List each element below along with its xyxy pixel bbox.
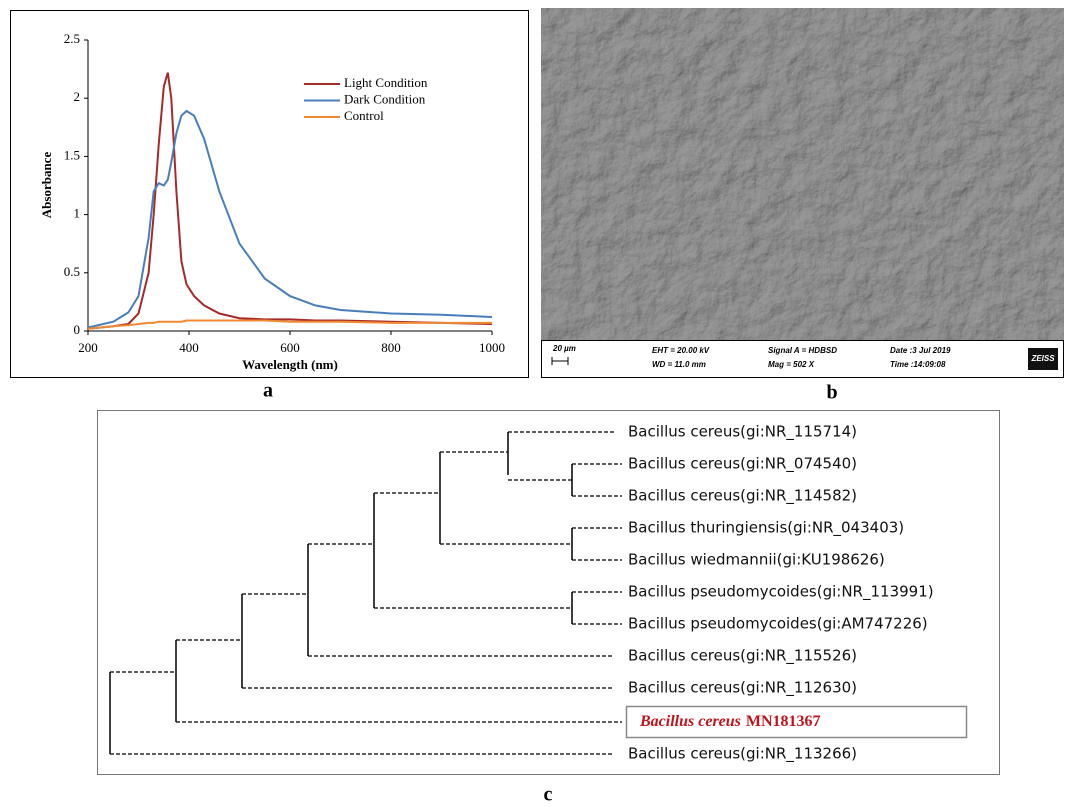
leaf-label: Bacillus thuringiensis(gi:NR_043403)	[628, 519, 904, 538]
logo-box	[1028, 348, 1058, 370]
legend-label: Light Condition	[344, 75, 428, 90]
highlight-box	[625, 705, 968, 739]
data-line	[87, 72, 493, 330]
y-axis-label: Absorbance	[39, 152, 54, 219]
x-tick-label: 600	[280, 340, 300, 355]
panel-label: a	[263, 380, 273, 402]
sem-info-bar	[541, 340, 1064, 378]
leaf-label: Bacillus cereus(gi:NR_113266)	[628, 745, 857, 764]
sem-time: Time :14:09:08	[890, 360, 946, 369]
y-tick-label: 0	[74, 322, 81, 337]
y-tick-label: 1.5	[64, 147, 80, 162]
data-line	[87, 319, 492, 330]
sem-date: Date :3 Jul 2019	[890, 346, 951, 355]
sem-eht: EHT = 20.00 kV	[652, 346, 710, 355]
x-tick-label: 1000	[479, 340, 505, 355]
sem-signal: Signal A = HDBSD	[768, 346, 837, 355]
leaf-label: Bacillus pseudomycoides(gi:NR_113991)	[628, 583, 934, 602]
legend-label: Dark Condition	[344, 91, 426, 106]
panel-label: b	[826, 382, 837, 404]
leaf-label: Bacillus cereus(gi:NR_074540)	[628, 455, 857, 474]
leaf-label: Bacillus cereus(gi:NR_114582)	[628, 487, 857, 506]
sem-brand: ZEISS	[1030, 354, 1055, 363]
species: Bacillus cereus	[639, 713, 741, 730]
sem-wd: WD = 11.0 mm	[652, 360, 706, 369]
x-axis-label: Wavelength (nm)	[242, 357, 338, 372]
sem-micrograph	[541, 8, 1064, 340]
query-label: Bacillus cereus MN181367	[639, 713, 821, 730]
y-tick-label: 2	[74, 89, 81, 104]
leaf-label: Bacillus cereus(gi:NR_115714)	[628, 423, 857, 442]
panel-a-frame	[10, 10, 529, 378]
sem-scale: 20 µm	[552, 344, 576, 353]
panel-label: c	[544, 784, 553, 806]
accession: MN181367	[746, 713, 821, 730]
leaf-label: Bacillus pseudomycoides(gi:AM747226)	[628, 615, 928, 633]
leaf-label: Bacillus cereus(gi:NR_115526)	[628, 647, 857, 666]
line-chart: Absorbance Wavelength (nm) 0 0.5 1 1.5 2 2.5 2…	[39, 31, 505, 372]
y-tick-label: 0.5	[64, 264, 80, 279]
leaf-label: Bacillus wiedmannii(gi:KU198626)	[628, 551, 885, 569]
x-tick-label: 800	[381, 340, 401, 355]
sem-mag: Mag = 502 X	[768, 360, 815, 369]
x-tick-label: 200	[78, 340, 98, 355]
y-tick-label: 1	[74, 206, 81, 221]
scale-bar	[551, 357, 569, 365]
y-tick-label: 2.5	[64, 31, 80, 46]
sem-image: 20 µm EHT = 20.00 kV WD = 11.0 mm Signal…	[541, 8, 1064, 378]
leaf-label: Bacillus cereus(gi:NR_112630)	[628, 679, 857, 698]
data-line	[87, 109, 493, 329]
phylogenetic-tree: Bacillus cereus(gi:NR_115714) Bacillus ce…	[109, 423, 968, 764]
x-tick-label: 400	[179, 340, 199, 355]
legend-label: Control	[344, 108, 384, 123]
